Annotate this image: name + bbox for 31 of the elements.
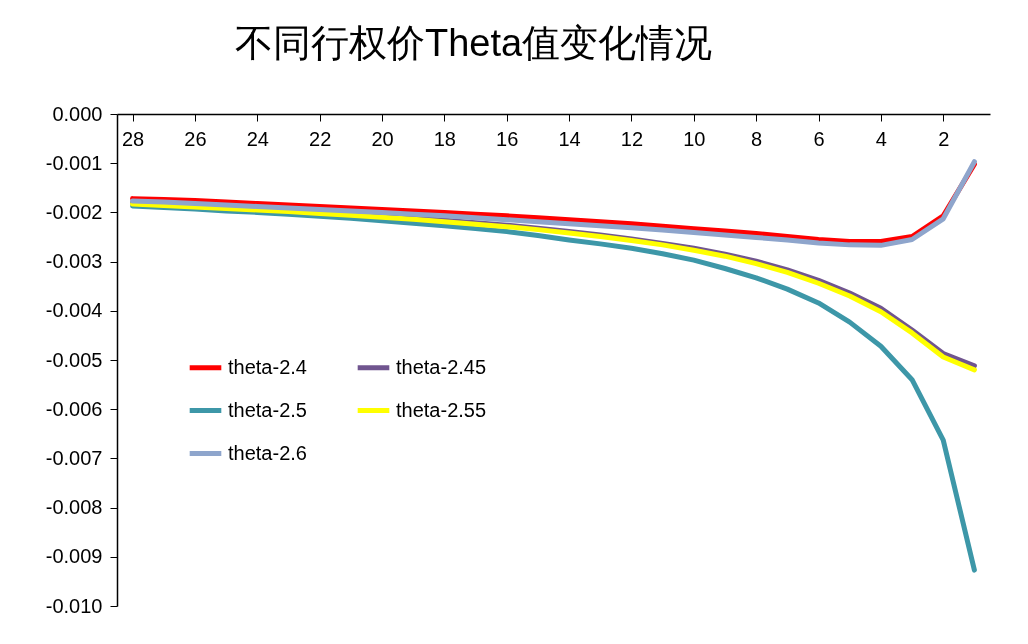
x-tick-label: 6	[813, 127, 825, 150]
legend-label: theta-2.45	[396, 355, 487, 378]
legend-label: theta-2.55	[396, 398, 487, 421]
x-tick-label: 10	[683, 127, 706, 150]
x-tick-label: 4	[875, 127, 887, 150]
y-tick-label: -0.007	[45, 446, 103, 469]
x-tick-label: 18	[433, 127, 456, 150]
x-tick-label: 20	[371, 127, 394, 150]
x-tick-label: 24	[246, 127, 269, 150]
x-tick-label: 26	[184, 127, 207, 150]
x-tick-label: 8	[751, 127, 763, 150]
y-tick-label: -0.010	[45, 594, 103, 617]
y-tick-label: -0.002	[45, 200, 103, 223]
x-tick-label: 16	[496, 127, 519, 150]
y-tick-label: -0.003	[45, 250, 103, 273]
x-tick-label: 2	[938, 127, 950, 150]
x-tick-label: 12	[620, 127, 644, 150]
y-tick-label: -0.008	[45, 496, 103, 519]
x-tick-label: 14	[558, 127, 581, 150]
legend-label: theta-2.6	[228, 441, 307, 464]
chart-title: 不同行权价Theta值变化情况	[234, 22, 713, 64]
x-tick-label: 22	[309, 127, 332, 150]
y-tick-label: -0.005	[45, 348, 103, 371]
y-tick-label: 0.000	[52, 102, 103, 125]
legend-label: theta-2.5	[228, 398, 307, 421]
y-tick-label: -0.009	[45, 545, 103, 568]
x-tick-label: 28	[121, 127, 145, 150]
y-tick-label: -0.006	[45, 397, 103, 420]
legend-label: theta-2.4	[228, 355, 307, 378]
y-tick-label: -0.001	[45, 151, 103, 174]
y-tick-label: -0.004	[45, 299, 103, 322]
